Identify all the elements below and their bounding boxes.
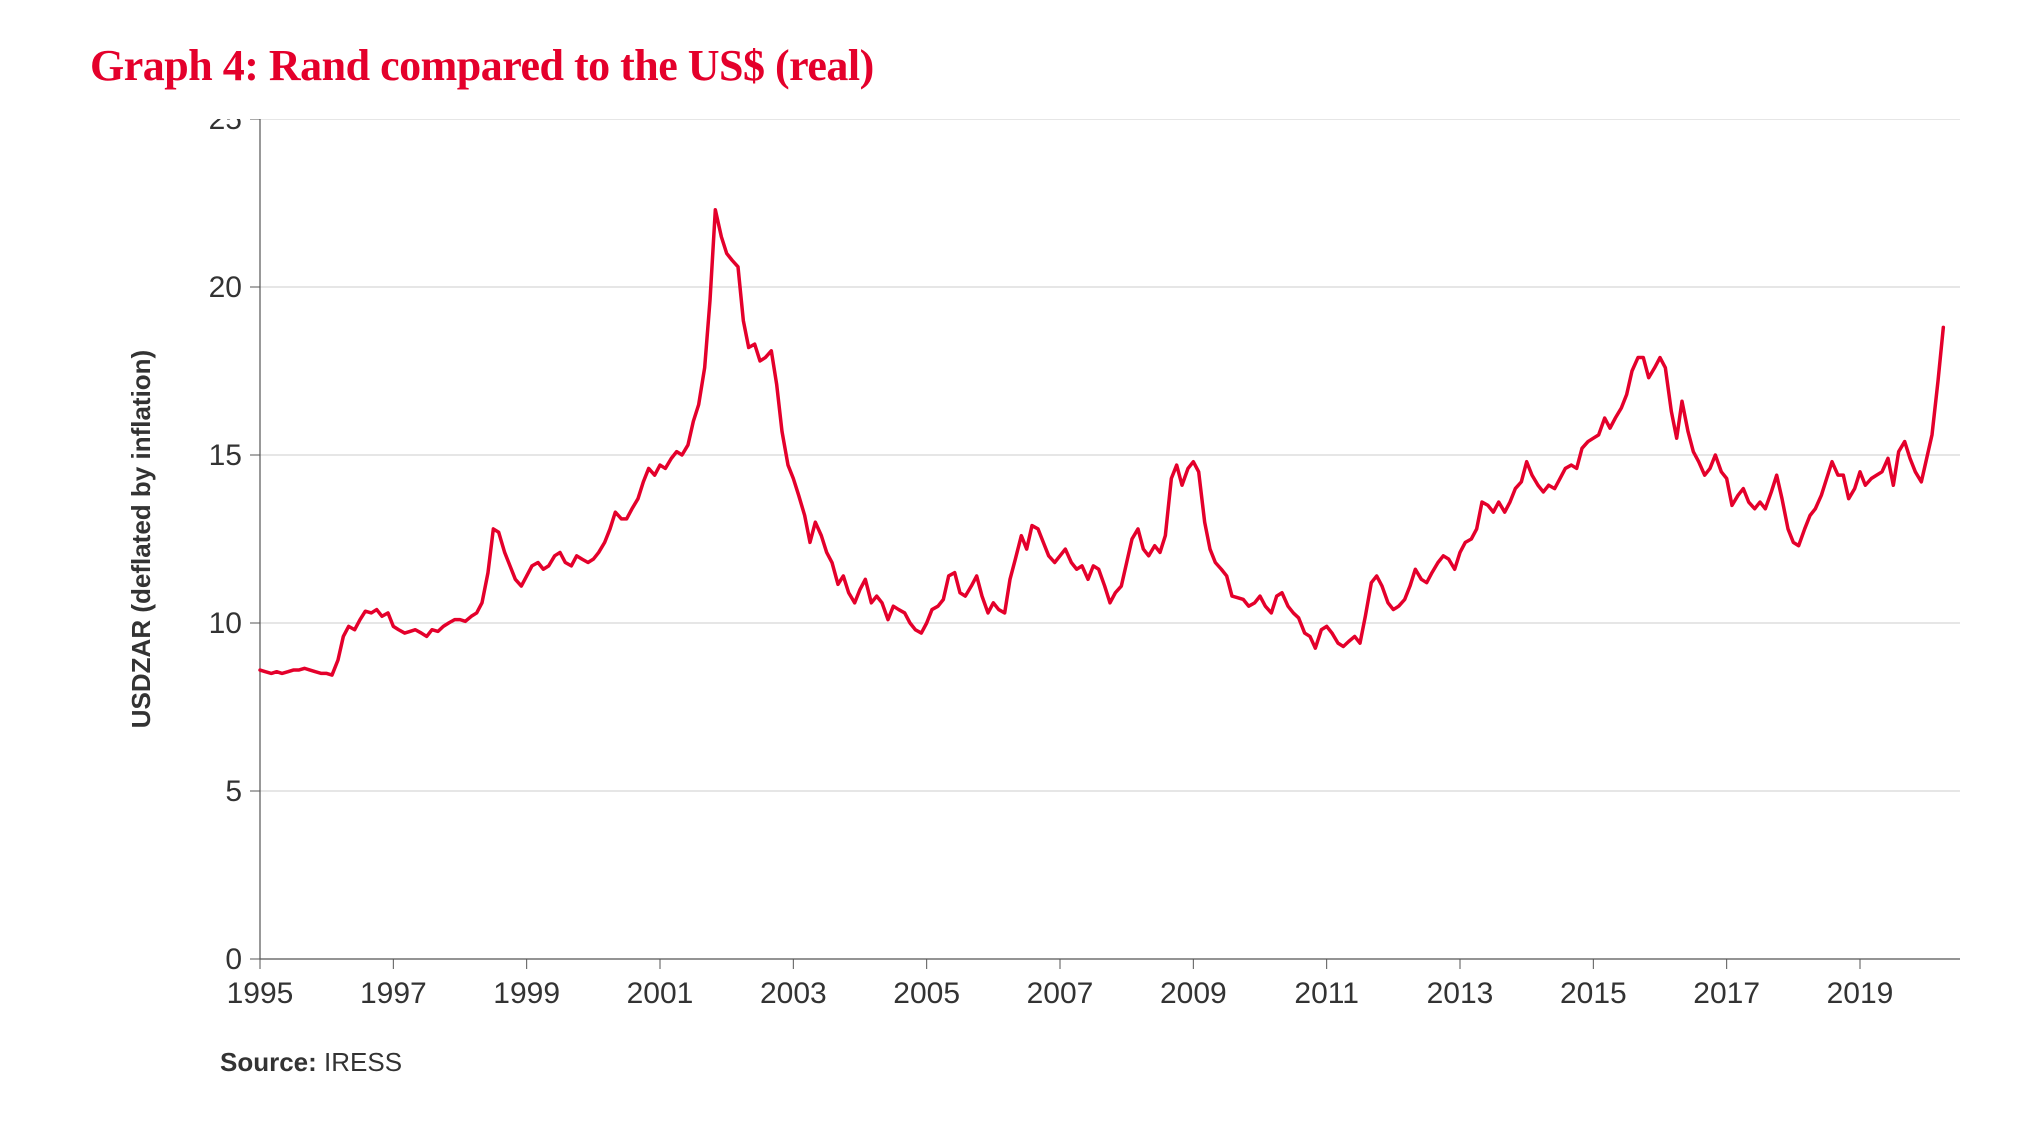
- y-tick-label: 10: [209, 607, 242, 640]
- y-tick-label: 0: [225, 943, 242, 976]
- x-tick-label: 2007: [1027, 977, 1094, 1010]
- source-label: Source:: [220, 1047, 317, 1077]
- source-line: Source: IRESS: [220, 1047, 1934, 1078]
- x-tick-label: 2003: [760, 977, 827, 1010]
- y-tick-label: 15: [209, 439, 242, 472]
- x-tick-label: 2013: [1427, 977, 1494, 1010]
- x-tick-label: 1997: [360, 977, 427, 1010]
- x-tick-label: 2011: [1294, 977, 1359, 1010]
- x-tick-label: 2005: [893, 977, 960, 1010]
- y-axis-label: USDZAR (deflated by inflation): [126, 350, 156, 728]
- y-tick-label: 25: [209, 119, 242, 136]
- x-tick-label: 1999: [493, 977, 560, 1010]
- x-tick-label: 2017: [1693, 977, 1760, 1010]
- chart-area: 0 5 10 15 20 25 1995 1997 1999 2001 2003 2005 2007 20…: [90, 119, 1934, 1019]
- x-tick-label: 1995: [227, 977, 294, 1010]
- y-tick-label: 5: [225, 775, 242, 808]
- x-tick-label: 2009: [1160, 977, 1227, 1010]
- y-tick-label: 20: [209, 271, 242, 304]
- source-value: IRESS: [324, 1047, 402, 1077]
- x-tick-label: 2019: [1827, 977, 1894, 1010]
- x-tick-label: 2015: [1560, 977, 1627, 1010]
- data-line: [260, 210, 1943, 675]
- chart-title: Graph 4: Rand compared to the US$ (real): [90, 40, 1934, 91]
- x-tick-label: 2001: [627, 977, 694, 1010]
